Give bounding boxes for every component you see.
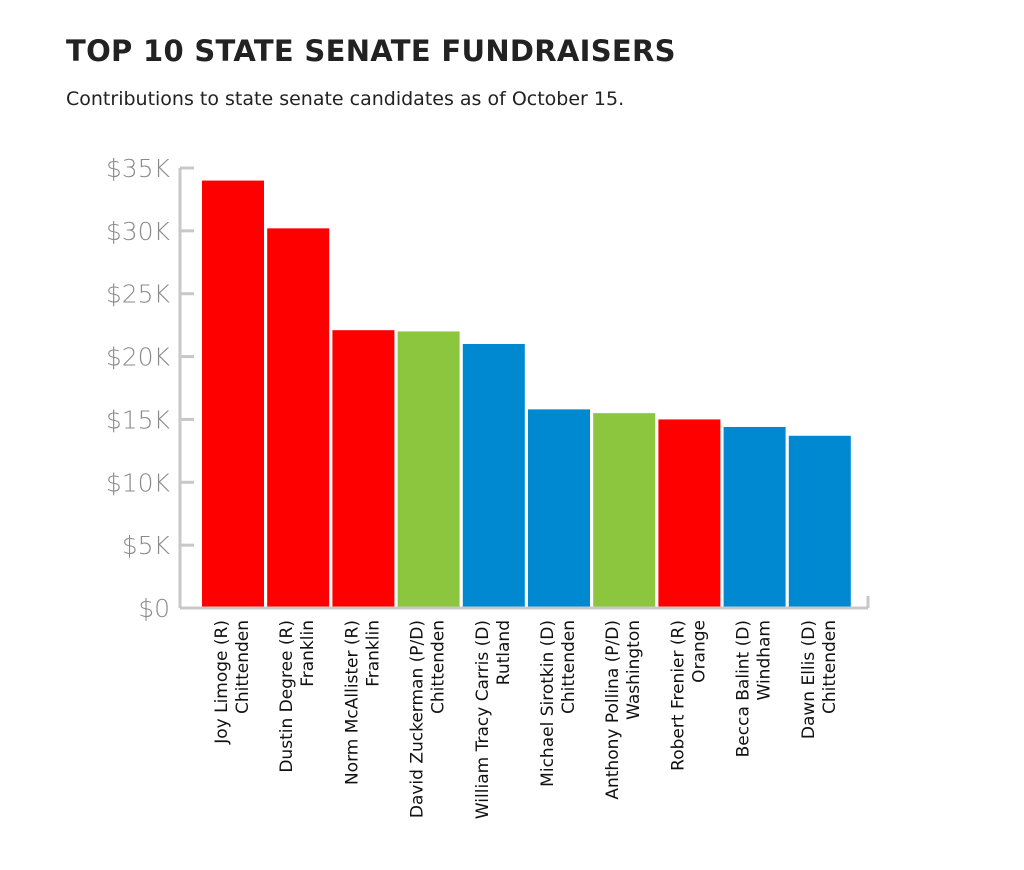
- bars: [202, 180, 851, 609]
- candidate-name: Dustin Degree (R): [277, 620, 297, 773]
- category-label: William Tracy Carris (D) Rutland: [473, 620, 514, 819]
- candidate-name: Anthony Pollina (P/D): [603, 620, 623, 800]
- bar: [462, 344, 525, 608]
- candidate-county: Orange: [689, 620, 709, 683]
- category-label: Robert Frenier (R) Orange: [668, 620, 709, 771]
- bar: [658, 419, 721, 608]
- y-tick-label: $35K: [106, 154, 171, 183]
- category-label: Becca Balint (D) Windham: [734, 620, 775, 757]
- y-tick-label: $25K: [106, 280, 171, 309]
- category-label: Michael Sirotkin (D) Chittenden: [538, 620, 579, 787]
- candidate-county: Franklin: [298, 620, 318, 687]
- bar: [267, 228, 330, 609]
- x-axis: [180, 596, 870, 610]
- candidate-name: David Zuckerman (P/D): [408, 620, 428, 818]
- y-tick-label: $10K: [106, 468, 171, 497]
- bar: [788, 435, 851, 608]
- candidate-county: Chittenden: [559, 620, 579, 714]
- chart-title: TOP 10 STATE SENATE FUNDRAISERS: [66, 34, 676, 68]
- category-label: Dawn Ellis (D) Chittenden: [799, 620, 840, 739]
- candidate-name: Norm McAllister (R): [342, 620, 362, 785]
- category-label: Anthony Pollina (P/D) Washington: [603, 620, 644, 800]
- y-tick-label: $0: [138, 594, 170, 623]
- candidate-name: Joy Limoge (R): [212, 620, 232, 745]
- category-label: Joy Limoge (R) Chittenden: [212, 620, 253, 745]
- category-label: David Zuckerman (P/D) Chittenden: [408, 620, 449, 818]
- bar: [528, 409, 590, 608]
- y-tick-label: $30K: [106, 217, 171, 246]
- bar: [593, 413, 656, 608]
- candidate-name: Michael Sirotkin (D): [538, 620, 558, 787]
- bar: [723, 426, 786, 608]
- candidate-county: Chittenden: [429, 620, 449, 714]
- candidate-county: Franklin: [363, 620, 383, 687]
- candidate-county: Chittenden: [233, 620, 253, 714]
- candidate-county: Windham: [755, 620, 775, 700]
- category-labels: Joy Limoge (R) Chittenden Dustin Degree (R…: [212, 620, 840, 819]
- bar: [332, 330, 395, 608]
- candidate-name: William Tracy Carris (D): [473, 620, 493, 819]
- category-label: Dustin Degree (R) Franklin: [277, 620, 318, 773]
- category-label: Norm McAllister (R) Franklin: [342, 620, 383, 785]
- candidate-county: Washington: [624, 620, 644, 720]
- y-tick-label: $5K: [122, 531, 171, 560]
- y-tick-label: $20K: [106, 343, 171, 372]
- candidate-name: Robert Frenier (R): [668, 620, 688, 771]
- bar: [202, 180, 264, 609]
- candidate-county: Rutland: [494, 620, 514, 685]
- chart-subtitle: Contributions to state senate candidates…: [66, 88, 625, 110]
- candidate-name: Dawn Ellis (D): [799, 620, 819, 739]
- candidate-name: Becca Balint (D): [734, 620, 754, 757]
- y-tick-label: $15K: [106, 405, 171, 434]
- bar: [397, 331, 460, 608]
- y-axis: $0 $5K $10K $15K $20K $25K $30K $35K: [106, 154, 194, 623]
- candidate-county: Chittenden: [820, 620, 840, 714]
